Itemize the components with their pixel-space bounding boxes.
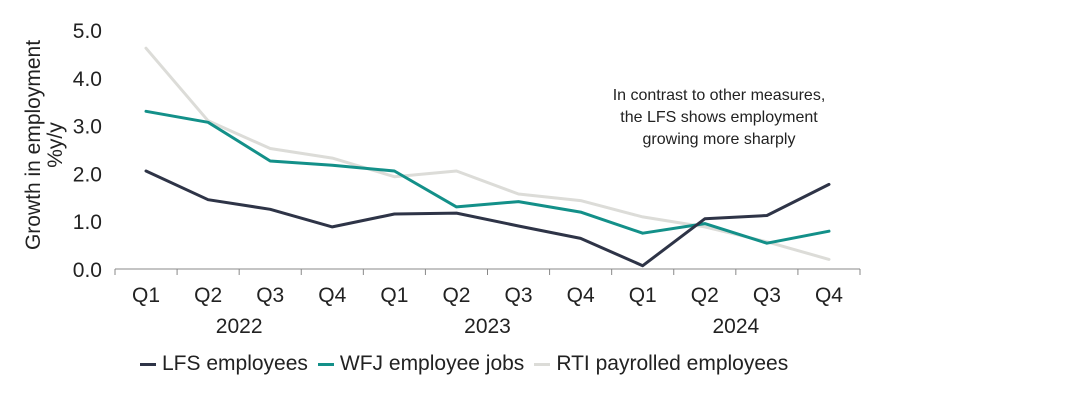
x-tick-label: Q3 — [505, 284, 533, 307]
y-axis-title-line: %y/y — [44, 122, 67, 168]
y-tick-label: 2.0 — [73, 163, 102, 186]
legend-swatch-lfs — [140, 362, 156, 366]
y-axis-title-line: Growth in employment — [22, 40, 45, 250]
legend-swatch-rti — [534, 362, 551, 366]
x-tick-label: Q2 — [691, 284, 719, 307]
legend-item-wfj: WFJ employee jobs — [317, 352, 525, 376]
series-line-wfj — [144, 109, 831, 245]
y-axis: 0.0 1.0 2.0 3.0 4.0 5.0 — [73, 20, 102, 282]
annotation-line: In contrast to other measures, — [613, 87, 826, 104]
y-tick-label: 3.0 — [73, 116, 102, 139]
x-tick-label: Q4 — [567, 284, 595, 307]
legend-label-rti: RTI payrolled employees — [556, 352, 789, 375]
x-tick-label: Q2 — [442, 284, 470, 307]
x-tick-label: Q4 — [318, 284, 346, 307]
legend-swatch-wfj — [317, 362, 334, 366]
annotation-line: the LFS shows employment — [620, 109, 818, 126]
legend-item-lfs: LFS employees — [140, 352, 308, 376]
x-year-label: 2023 — [464, 315, 511, 338]
x-year-label: 2022 — [216, 315, 263, 338]
series-line-lfs — [144, 169, 831, 268]
x-tick-label: Q1 — [132, 284, 160, 307]
x-tick-label: Q1 — [629, 284, 657, 307]
y-tick-label: 5.0 — [73, 20, 102, 43]
legend-label-lfs: LFS employees — [162, 352, 308, 375]
series-line-rti — [144, 46, 831, 261]
legend: LFS employees WFJ employee jobs RTI payr… — [140, 352, 798, 376]
x-tick-label: Q3 — [256, 284, 284, 307]
y-tick-label: 1.0 — [73, 211, 102, 234]
x-tick-label: Q3 — [753, 284, 781, 307]
y-tick-label: 0.0 — [73, 259, 102, 282]
x-year-label: 2024 — [712, 315, 759, 338]
legend-item-rti: RTI payrolled employees — [534, 352, 788, 376]
x-tick-label: Q1 — [380, 284, 408, 307]
y-tick-label: 4.0 — [73, 68, 102, 91]
annotation: In contrast to other measures, the LFS sh… — [613, 87, 826, 148]
annotation-line: growing more sharply — [643, 131, 796, 148]
x-axis: Q1 Q2 Q3 Q4 Q1 Q2 Q3 Q4 Q1 Q2 Q3 Q4 2022 2023 2024 — [114, 268, 861, 338]
y-axis-title: Growth in employment %y/y — [22, 40, 67, 250]
series-layer — [144, 46, 831, 268]
legend-label-wfj: WFJ employee jobs — [339, 352, 525, 375]
x-tick-label: Q4 — [815, 284, 843, 307]
x-tick-label: Q2 — [194, 284, 222, 307]
